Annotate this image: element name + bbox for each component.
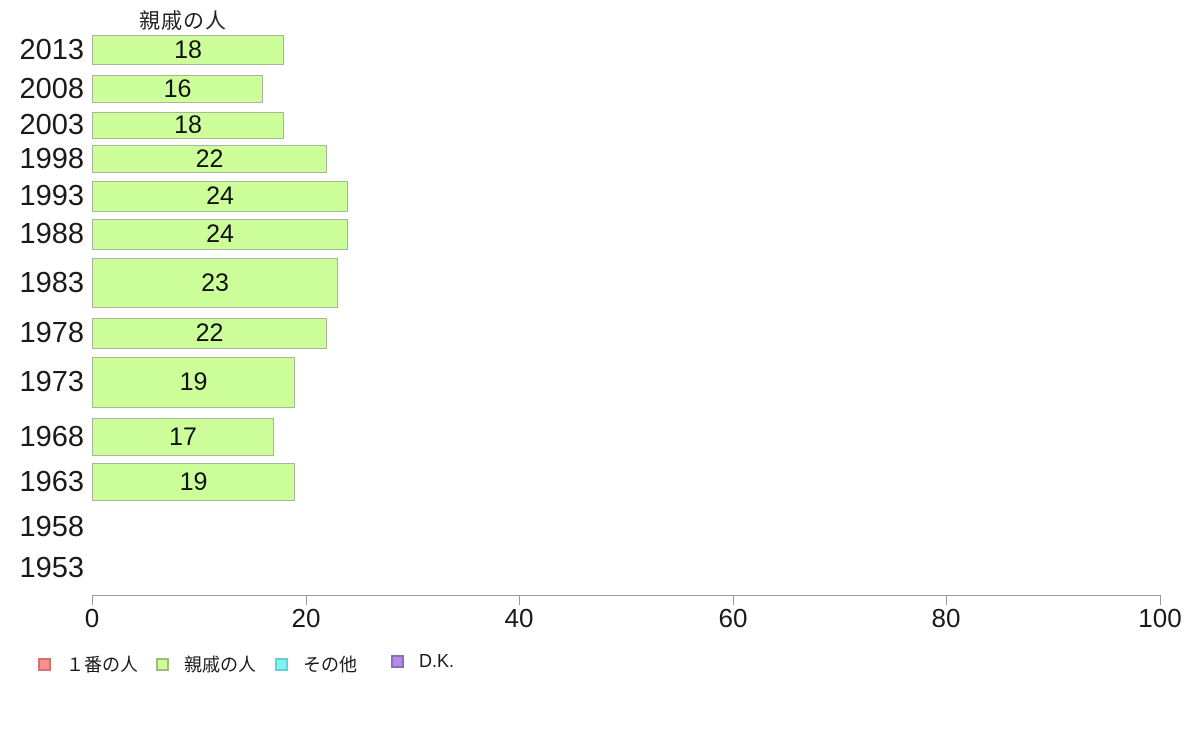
x-axis-tick-label: 80 bbox=[931, 603, 961, 633]
y-axis-label: 1998 bbox=[19, 143, 84, 175]
y-axis-label: 1963 bbox=[19, 466, 84, 498]
legend-item[interactable]: 親戚の人 bbox=[156, 651, 256, 677]
y-axis-label: 1968 bbox=[19, 421, 84, 453]
x-axis-tick bbox=[946, 595, 947, 605]
bar: 19 bbox=[92, 357, 295, 408]
legend-swatch-icon bbox=[38, 657, 51, 671]
x-axis-tick bbox=[92, 595, 93, 605]
x-axis-tick bbox=[733, 595, 734, 605]
x-axis-tick-label: 0 bbox=[84, 603, 100, 633]
bar: 22 bbox=[92, 318, 327, 349]
legend-item[interactable]: その他 bbox=[275, 651, 357, 677]
y-axis-label: 1978 bbox=[19, 317, 84, 349]
y-axis-label: 1953 bbox=[19, 552, 84, 584]
bar: 23 bbox=[92, 258, 338, 308]
x-axis-tick bbox=[306, 595, 307, 605]
y-axis-label: 1958 bbox=[19, 511, 84, 543]
x-axis-tick-label: 100 bbox=[1138, 603, 1182, 633]
bar-value-label: 19 bbox=[179, 368, 208, 396]
bar-value-label: 23 bbox=[201, 268, 229, 297]
legend-swatch-icon bbox=[275, 657, 288, 671]
bar: 17 bbox=[92, 418, 274, 456]
bar: 24 bbox=[92, 219, 348, 250]
x-axis-tick-label: 60 bbox=[718, 603, 748, 633]
legend-item-label: D.K. bbox=[419, 651, 455, 671]
bar-value-label: 19 bbox=[179, 467, 208, 496]
chart-title: 親戚の人 bbox=[139, 10, 227, 33]
legend-item-label: 親戚の人 bbox=[184, 655, 256, 675]
bar: 24 bbox=[92, 181, 348, 212]
legend-item-label: １番の人 bbox=[66, 655, 138, 675]
y-axis-label: 1993 bbox=[19, 180, 84, 212]
bar-value-label: 16 bbox=[163, 74, 192, 103]
bar-value-label: 24 bbox=[206, 220, 234, 248]
bar-value-label: 24 bbox=[206, 182, 234, 210]
legend-item[interactable]: １番の人 bbox=[38, 651, 138, 677]
bar: 16 bbox=[92, 75, 263, 103]
legend-item-label: その他 bbox=[303, 655, 357, 675]
x-axis-tick-label: 20 bbox=[291, 603, 321, 633]
legend-swatch-icon bbox=[156, 657, 169, 671]
x-axis-line bbox=[92, 595, 1160, 596]
legend-swatch-icon bbox=[391, 655, 404, 668]
y-axis-label: 1988 bbox=[19, 218, 84, 250]
bar-value-label: 18 bbox=[174, 35, 202, 64]
bar-value-label: 18 bbox=[174, 111, 202, 139]
bar: 18 bbox=[92, 35, 284, 65]
bar-value-label: 22 bbox=[195, 144, 224, 173]
y-axis-label: 1983 bbox=[19, 267, 84, 299]
x-axis-tick bbox=[1160, 595, 1161, 605]
legend-item[interactable]: D.K. bbox=[391, 651, 454, 672]
x-axis-tick-label: 40 bbox=[504, 603, 534, 633]
y-axis-label: 1973 bbox=[19, 366, 84, 398]
bar: 22 bbox=[92, 145, 327, 173]
bar-value-label: 17 bbox=[169, 422, 197, 451]
y-axis-label: 2003 bbox=[19, 109, 84, 141]
y-axis-label: 2008 bbox=[19, 73, 84, 105]
bar-value-label: 22 bbox=[195, 319, 224, 347]
bar: 18 bbox=[92, 111, 284, 139]
x-axis-tick bbox=[519, 595, 520, 605]
y-axis-label: 2013 bbox=[19, 34, 84, 66]
bar: 19 bbox=[92, 463, 295, 501]
